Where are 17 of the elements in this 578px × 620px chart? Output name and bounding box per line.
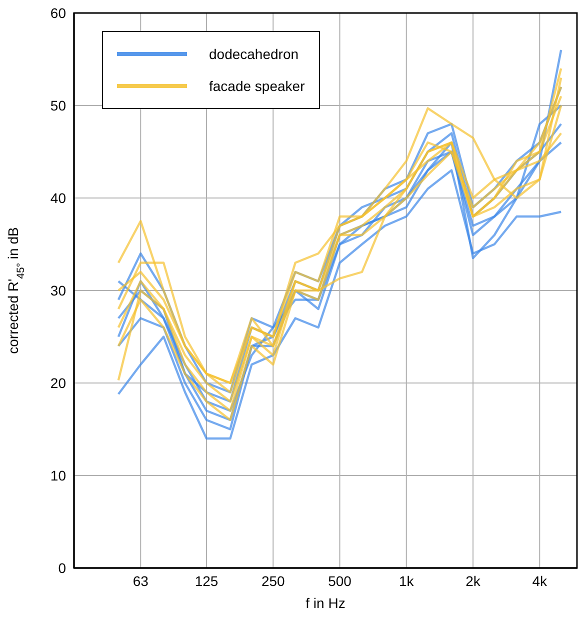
x-tick-label: 4k [532,572,548,589]
x-tick-label: 1k [398,572,415,589]
x-axis-title: f in Hz [306,595,346,611]
x-tick-label: 500 [328,572,352,589]
y-tick-label: 10 [50,467,66,484]
legend-label: dodecahedron [209,46,299,62]
y-tick-label: 50 [50,97,66,114]
x-tick-label: 63 [132,572,149,589]
x-tick-label: 250 [261,572,286,589]
legend-label: facade speaker [209,78,305,94]
y-tick-label: 20 [50,374,66,391]
y-tick-label: 30 [50,282,66,298]
x-tick-label: 2k [466,572,482,589]
y-tick-label: 0 [58,560,66,576]
x-tick-label: 125 [194,572,218,589]
y-tick-label: 40 [50,190,66,206]
y-tick-label: 60 [50,4,66,21]
